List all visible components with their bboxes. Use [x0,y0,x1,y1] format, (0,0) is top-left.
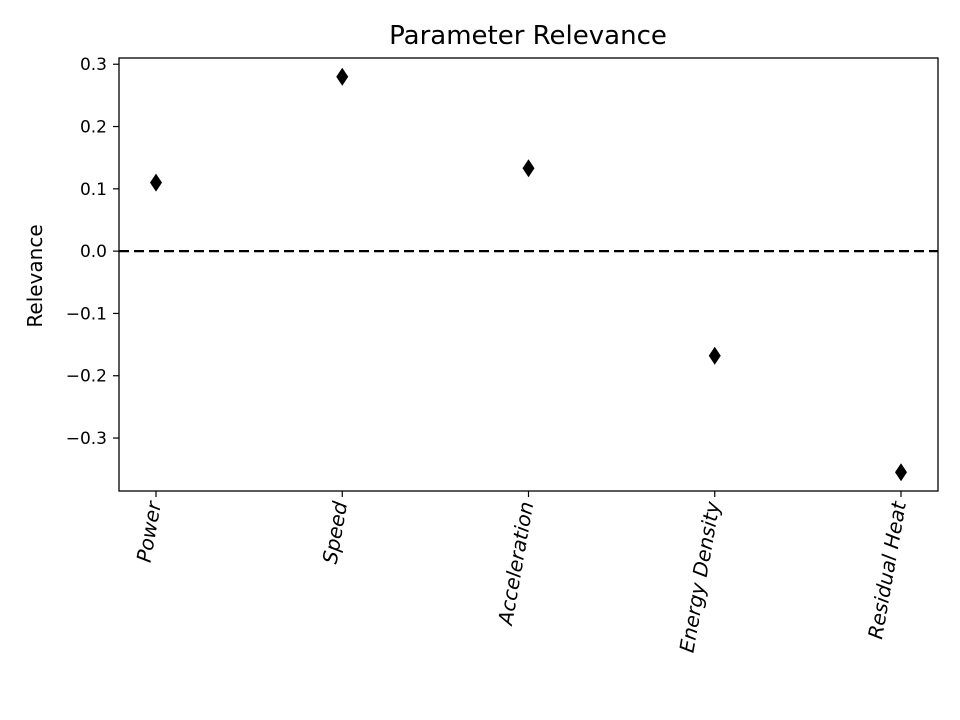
x-tick-label: Acceleration [493,500,539,629]
y-tick-label: −0.2 [66,367,107,387]
y-axis-label: Relevance [23,224,47,327]
y-tick-label: −0.1 [66,304,107,324]
x-axis-ticks: Power Speed Acceleration Energy Density Resi… [132,491,911,654]
y-tick-label: 0.3 [80,55,107,75]
y-tick-label: 0.0 [80,242,107,262]
x-tick-label: Residual Heat [863,499,911,641]
y-tick-label: −0.3 [66,429,107,449]
y-tick-label: 0.1 [80,180,107,200]
data-point-diamond [150,173,162,192]
data-point-diamond [708,346,721,365]
y-tick-label: 0.2 [80,118,107,138]
data-point-diamond [895,463,907,482]
data-points [150,67,907,482]
chart-title: Parameter Relevance [389,21,667,51]
x-tick-label: Energy Density [675,499,725,655]
x-tick-label: Speed [318,499,353,565]
plot-area-frame [118,57,939,492]
data-point-diamond [522,159,535,178]
y-axis-ticks: 0.3 0.2 0.1 0.0 −0.1 −0.2 −0.3 [66,55,119,449]
data-point-diamond [336,67,349,86]
x-tick-label: Power [132,498,167,564]
